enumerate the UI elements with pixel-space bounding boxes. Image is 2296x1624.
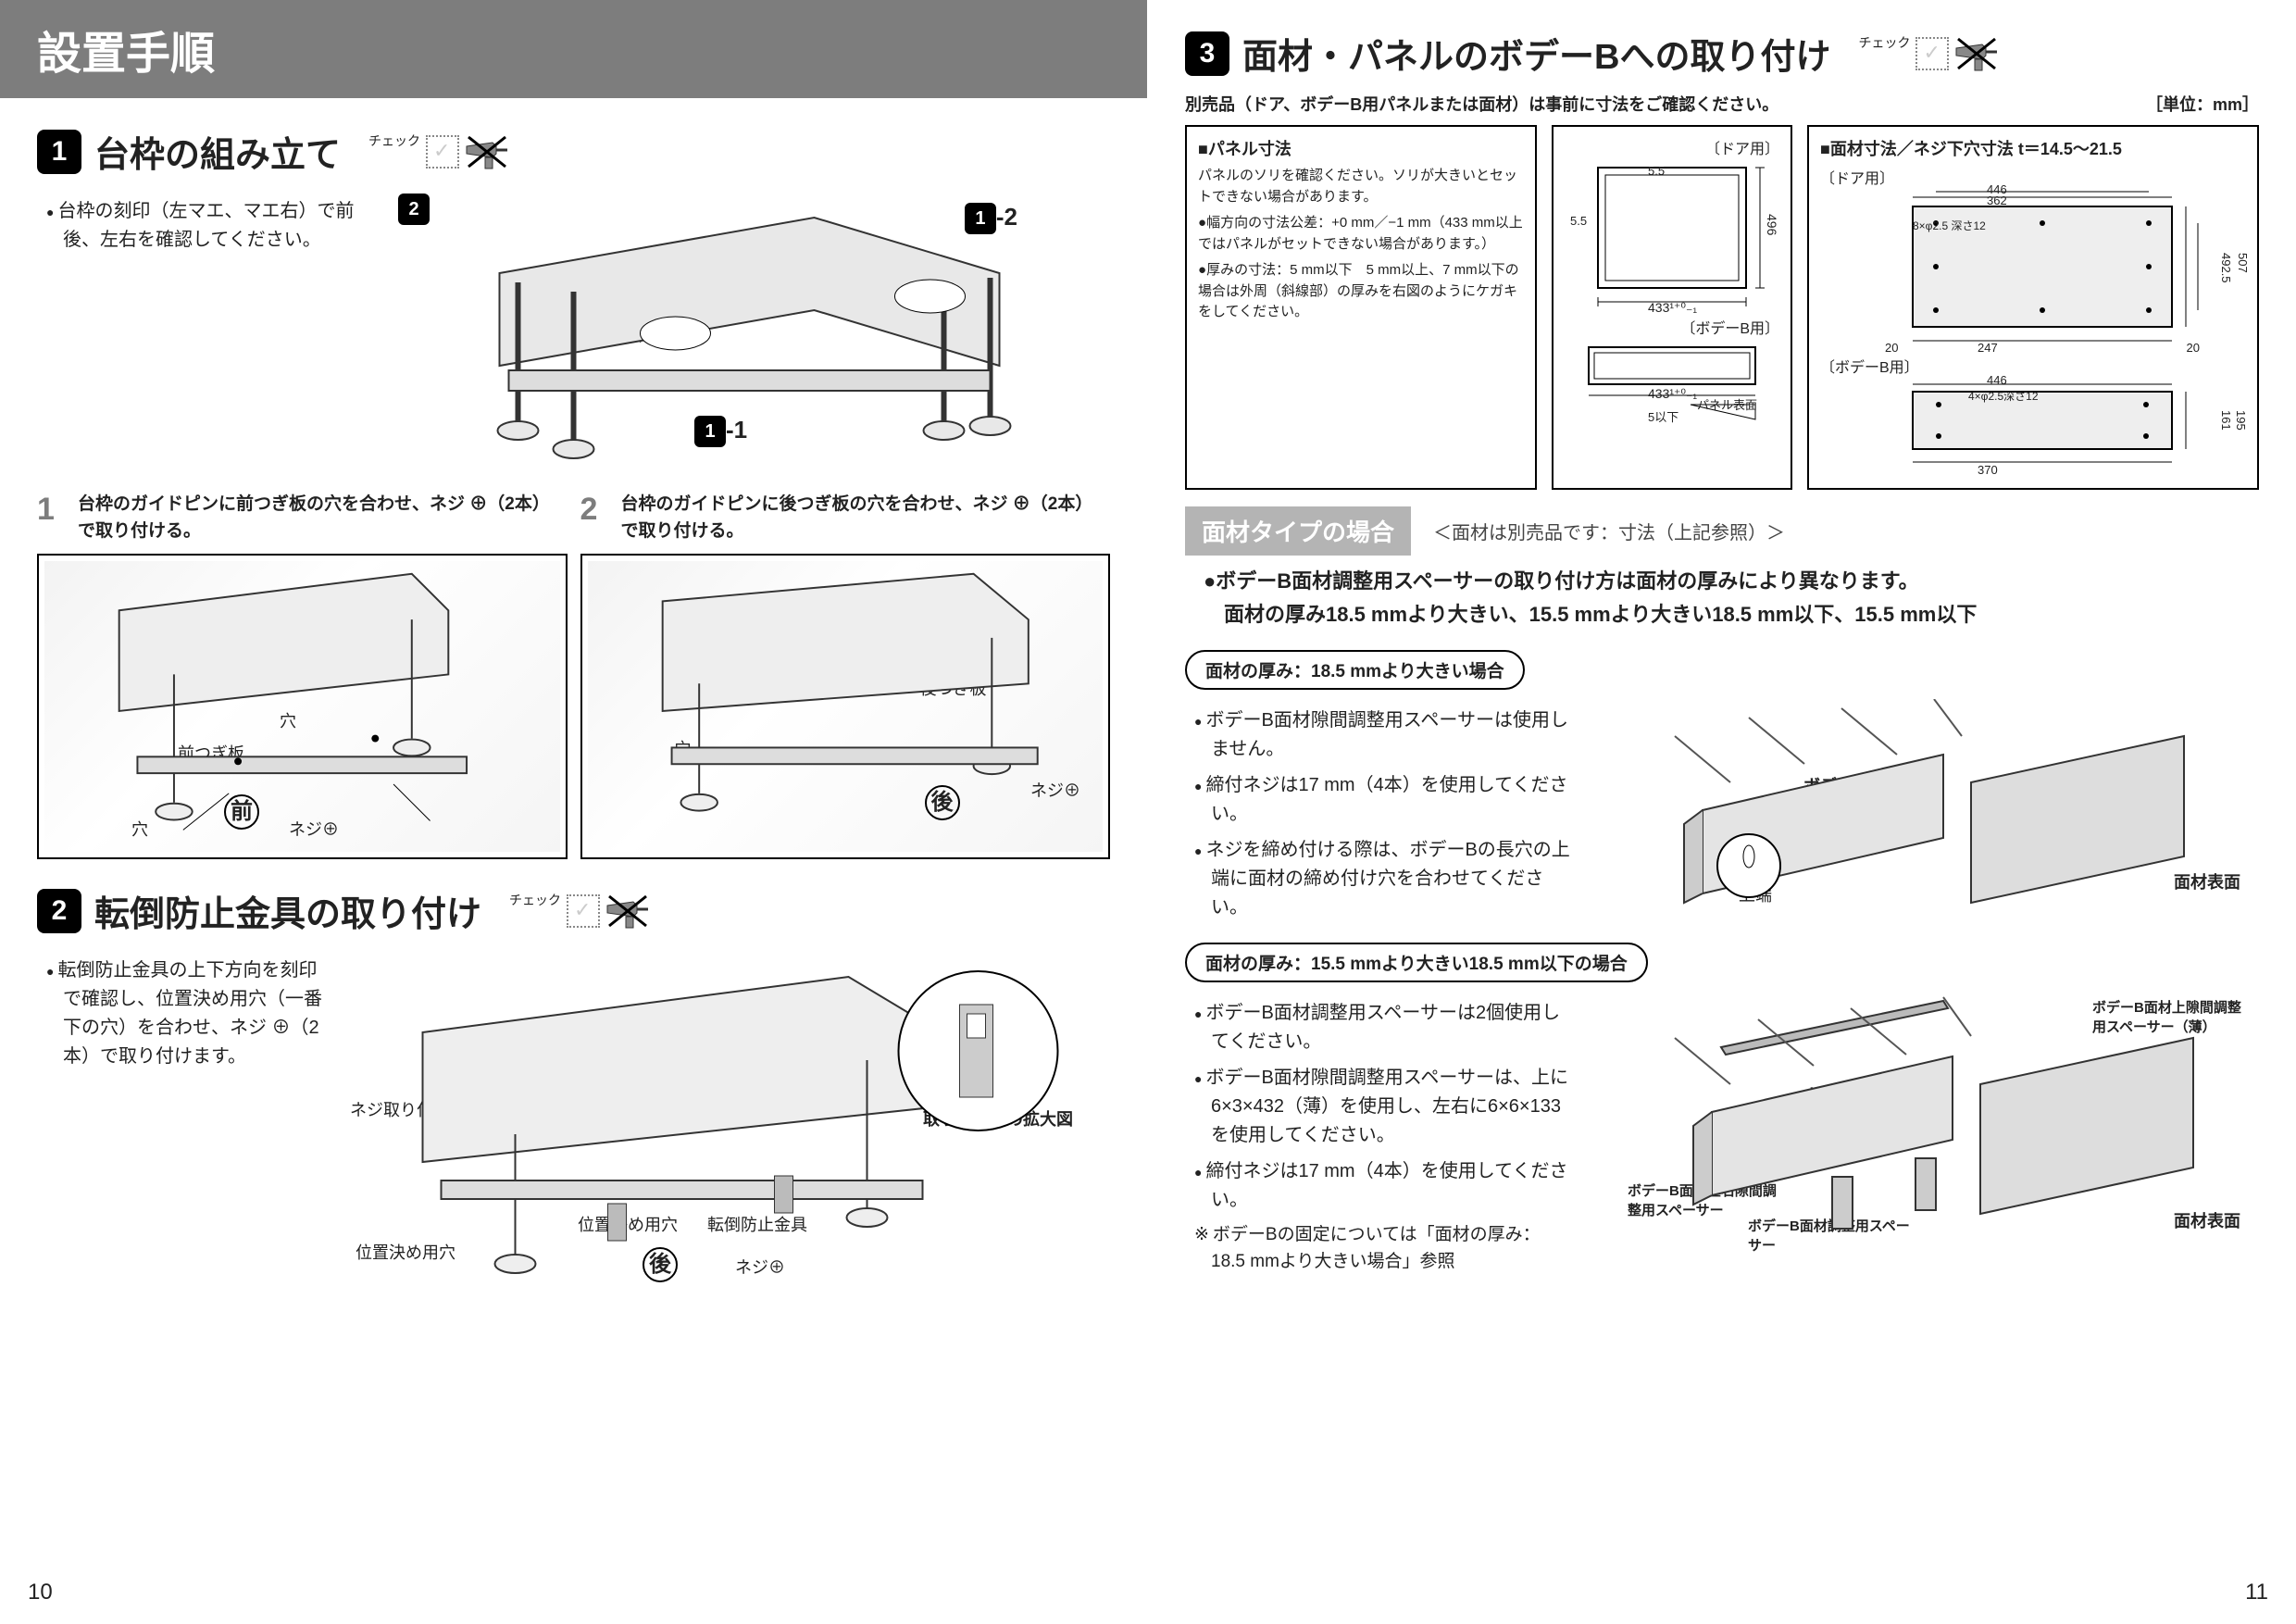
door-label-2: 〔ドア用〕: [1820, 166, 2246, 188]
psb2: 幅方向の寸法公差：+0 mm／−1 mm（433 mm以上ではパネルがセットでき…: [1198, 215, 1523, 252]
dim-496: 496: [1765, 214, 1779, 235]
dim-247: 247: [1978, 341, 1998, 355]
dim-8x25: 8×φ2.5 深さ12: [1913, 218, 1986, 233]
panel-spec-title: ■パネル寸法: [1198, 136, 1524, 160]
s3-topnote: 別売品（ドア、ボデーB用パネルまたは面材）は事前に寸法をご確認ください。 ［単位…: [1185, 92, 2259, 116]
case1-title: 面材の厚み：18.5 mmより大きい場合: [1185, 650, 1525, 690]
page-right: 3 面材・パネルのボデーBへの取り付け チェック 別売品（ドア、ボデーB用パネル…: [1148, 0, 2296, 1624]
drill-icon-2: [605, 893, 650, 930]
dim-4x25: 4×φ2.5深さ12: [1968, 388, 2039, 404]
case1-text: ボデーB面材隙間調整用スペーサーは使用しません。 締付ネジは17 mm（4本）を…: [1185, 699, 1574, 930]
s2-illustration: 位置決め用穴 ネジ取り付け穴 位置決め用穴 位置決め用穴 転倒防止金具 取り付け…: [346, 949, 1110, 1301]
c1b2: 締付ネジは17 mm（4本）を使用してください。: [1211, 771, 1574, 829]
section-2-number: 2: [37, 889, 81, 933]
case2-row: ボデーB面材調整用スペーサーは2個使用してください。 ボデーB面材隙間調整用スペ…: [1185, 992, 2259, 1279]
sub-step-2: 2 台枠のガイドピンに後つぎ板の穴を合わせ、ネジ ⊕（2本）で取り付ける。: [580, 492, 1111, 544]
section-3-number: 3: [1185, 31, 1229, 76]
dim-55b: 5.5: [1648, 164, 1665, 178]
s2-bullet: 転倒防止金具の上下方向を刻印で確認し、位置決め用穴（一番下の穴）を合わせ、ネジ …: [63, 956, 333, 1071]
sub1-text: 台枠のガイドピンに前つぎ板の穴を合わせ、ネジ ⊕（2本）で取り付ける。: [78, 492, 568, 544]
sub2-num: 2: [580, 492, 612, 528]
panel-surface-lbl: パネル表面: [1697, 395, 1757, 413]
gray-strip: 面材タイプの場合: [1185, 506, 1411, 556]
check-label: チェック: [368, 131, 420, 150]
check-label-3: チェック: [1858, 33, 1910, 52]
case2-title: 面材の厚み：15.5 mmより大きい18.5 mm以下の場合: [1185, 943, 1648, 982]
dim-4925: 492.5: [2219, 253, 2233, 283]
dim-55a: 5.5: [1570, 214, 1587, 228]
drill-icon: [465, 133, 509, 170]
dim-507: 507: [2236, 253, 2250, 273]
check-label-2: チェック: [509, 891, 561, 909]
header-bar: 設置手順: [0, 0, 1147, 98]
s1-main-illustration: 2 1-2 1-1 左 マエ マエ 右: [389, 190, 1110, 486]
check-box-icon-2: [567, 894, 600, 928]
bodyb-label-1: 〔ボデーB用〕: [1565, 316, 1779, 338]
dim-20b: 20: [2187, 341, 2200, 355]
face-dim-box: ■面材寸法／ネジ下穴寸法 t＝14.5～21.5 〔ドア用〕 446 362 5…: [1807, 125, 2259, 490]
page-num-right: 11: [2245, 1580, 2268, 1605]
s1-substeps: 1 台枠のガイドピンに前つぎ板の穴を合わせ、ネジ ⊕（2本）で取り付ける。 ガイ…: [37, 486, 1110, 859]
psb1: パネルのソリを確認ください。ソリが大きいとセットできない場合があります。: [1198, 166, 1524, 207]
c1b3: ネジを締め付ける際は、ボデーBの長穴の上端に面材の締め付け穴を合わせてください。: [1211, 836, 1574, 922]
check-mark-1: チェック: [368, 133, 509, 170]
check-mark-3: チェック: [1858, 35, 1999, 72]
section-1-number: 1: [37, 130, 81, 174]
section-1-title: 台枠の組み立て: [94, 126, 341, 177]
face-intro1: ●ボデーB面材調整用スペーサーの取り付け方は面材の厚みにより異なります。: [1204, 565, 2259, 594]
bodyb-label-2: 〔ボデーB用〕: [1820, 355, 2246, 377]
c2note: ボデーBの固定については「面材の厚み：18.5 mmより大きい場合」参照: [1211, 1222, 1574, 1275]
strip-sub: ＜面材は別売品です：寸法（上記参照）＞: [1433, 518, 1785, 544]
face-intro2: 面材の厚み18.5 mmより大きい、15.5 mmより大きい18.5 mm以下、…: [1224, 598, 2259, 628]
dim-5below: 5以下: [1648, 407, 1678, 425]
page-left: 設置手順 1 台枠の組み立て チェック 台枠の刻印（左マエ、マエ右）で前後、左右…: [0, 0, 1148, 1624]
dim-4331-b: 433¹⁺⁰₋₁: [1648, 386, 1697, 402]
drill-icon-3: [1954, 35, 1999, 72]
panel-dim-box: 〔ドア用〕 433¹⁺⁰₋₁ 496 5.5 5.5 〔ボデーB用〕: [1552, 125, 1792, 490]
sub2-illustration: ガイドピン 後つぎ板 穴 ネジ⊕ 後: [580, 554, 1111, 859]
section-1-head: 1 台枠の組み立て チェック: [37, 126, 1110, 177]
s1-bullet: 台枠の刻印（左マエ、マエ右）で前後、左右を確認してください。: [63, 197, 370, 255]
c2b1: ボデーB面材調整用スペーサーは2個使用してください。: [1211, 999, 1574, 1056]
section-2-title: 転倒防止金具の取り付け: [94, 885, 481, 936]
spec-row: ■パネル寸法 パネルのソリを確認ください。ソリが大きいとセットできない場合があり…: [1185, 125, 2259, 490]
check-box-icon: [426, 135, 459, 169]
dim-20a: 20: [1885, 341, 1898, 355]
case2-text: ボデーB面材調整用スペーサーは2個使用してください。 ボデーB面材隙間調整用スペ…: [1185, 992, 1574, 1279]
s3-unit: ［単位：mm］: [2146, 92, 2259, 116]
check-box-icon-3: [1915, 37, 1949, 70]
sub2-text: 台枠のガイドピンに後つぎ板の穴を合わせ、ネジ ⊕（2本）で取り付ける。: [621, 492, 1111, 544]
dim-161: 161: [2219, 410, 2233, 431]
page-num-left: 10: [28, 1580, 53, 1605]
psb3: 厚みの寸法：5 mm以下 5 mm以上、7 mm以下の場合は外周（斜線部）の厚み…: [1198, 262, 1519, 319]
panel-spec-body: パネルのソリを確認ください。ソリが大きいとセットできない場合があります。 ●幅方…: [1198, 166, 1524, 323]
case2-illus: ボデーB面材上隙間調整用スペーサー（薄） ボデーB ボデーB面材左右隙間調整用ス…: [1591, 992, 2259, 1260]
c1b1: ボデーB面材隙間調整用スペーサーは使用しません。: [1211, 706, 1574, 764]
panel-spec-box: ■パネル寸法 パネルのソリを確認ください。ソリが大きいとセットできない場合があり…: [1185, 125, 1537, 490]
dim-195: 195: [2234, 410, 2248, 431]
door-label-1: 〔ドア用〕: [1565, 136, 1779, 158]
s3-topnote-text: 別売品（ドア、ボデーB用パネルまたは面材）は事前に寸法をご確認ください。: [1185, 92, 1778, 116]
section-3-head: 3 面材・パネルのボデーBへの取り付け チェック: [1185, 28, 2259, 79]
dim-370: 370: [1978, 463, 1998, 477]
dim-362: 362: [1987, 194, 2007, 207]
section-3-title: 面材・パネルのボデーBへの取り付け: [1242, 28, 1830, 79]
sub1-illustration: ガイドピン 穴 前つぎ板 穴 ネジ⊕ 前: [37, 554, 568, 859]
case1-row: ボデーB面材隙間調整用スペーサーは使用しません。 締付ネジは17 mm（4本）を…: [1185, 699, 2259, 930]
c2b3: 締付ネジは17 mm（4本）を使用してください。: [1211, 1157, 1574, 1215]
face-spec-title: ■面材寸法／ネジ下穴寸法 t＝14.5～21.5: [1820, 136, 2246, 160]
case1-illus: ボデーB 上端 面材表面: [1591, 699, 2259, 912]
c2b2: ボデーB面材隙間調整用スペーサーは、上に6×3×432（薄）を使用し、左右に6×…: [1211, 1064, 1574, 1150]
sub1-num: 1: [37, 492, 69, 528]
dim-4331-a: 433¹⁺⁰₋₁: [1648, 300, 1697, 316]
dim-446-b: 446: [1987, 373, 2007, 387]
face-type-heading: 面材タイプの場合 ＜面材は別売品です：寸法（上記参照）＞: [1185, 506, 2259, 556]
check-mark-2: チェック: [509, 893, 650, 930]
sub-step-1: 1 台枠のガイドピンに前つぎ板の穴を合わせ、ネジ ⊕（2本）で取り付ける。: [37, 492, 568, 544]
section-2-head: 2 転倒防止金具の取り付け チェック: [37, 885, 1110, 936]
